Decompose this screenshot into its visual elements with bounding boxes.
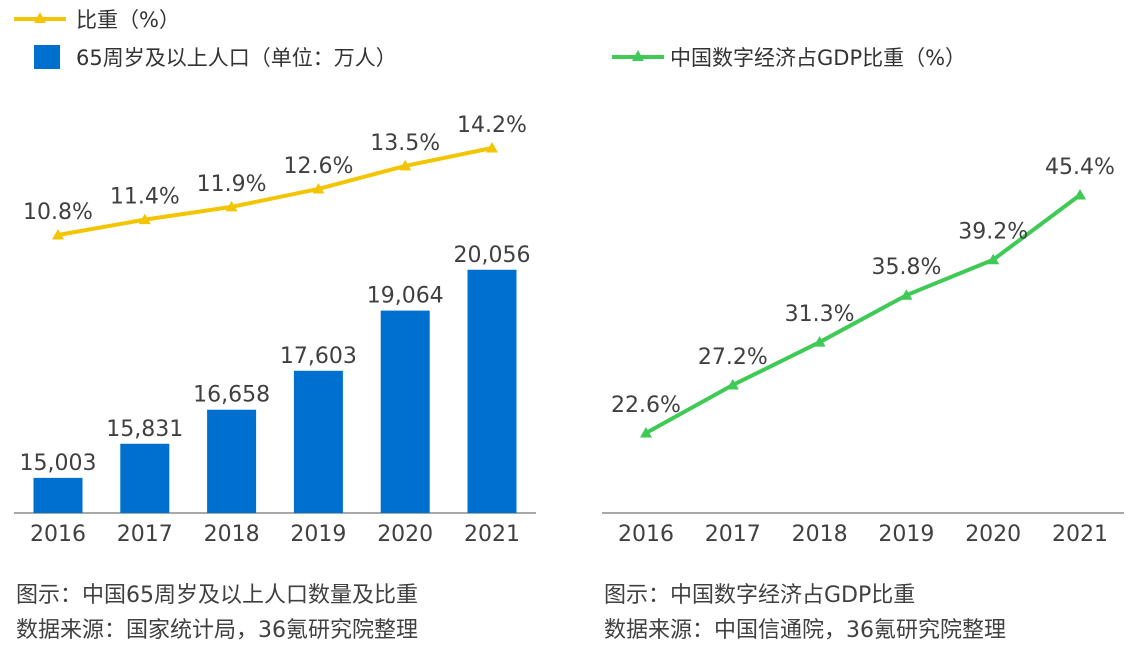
- share-point-label: 11.9%: [197, 172, 267, 197]
- share-point: [138, 213, 151, 225]
- digital-point-label: 22.6%: [611, 393, 681, 418]
- right-plot: 2016 2017 2018 2019 2020 2021 22.6% 27.2% 31.3% 3…: [611, 155, 1115, 547]
- population-bar-label: 20,056: [454, 243, 531, 268]
- right-x-tick-label: 2021: [1052, 522, 1108, 547]
- left-plot: 2016 15,003 2017 15,831 2018 16,658 2019 17,603…: [20, 113, 531, 547]
- share-point-label: 13.5%: [370, 131, 440, 156]
- legend-bar-population: 65周岁及以上人口（单位：万人）: [34, 45, 397, 70]
- digital-line: [645, 193, 1082, 435]
- left-x-tick-label: 2018: [204, 522, 260, 547]
- digital-point-label: 45.4%: [1045, 155, 1115, 180]
- digital-point: [726, 378, 739, 390]
- digital-point-label: 39.2%: [958, 220, 1028, 245]
- digital-point-label: 31.3%: [785, 302, 855, 327]
- population-bar: [467, 269, 517, 513]
- population-bar: [33, 477, 83, 513]
- digital-point-label: 27.2%: [698, 345, 768, 370]
- digital-point: [813, 336, 826, 347]
- share-point: [225, 200, 238, 212]
- population-bar-label: 15,003: [20, 451, 97, 476]
- right-caption-source: 数据来源：中国信通院，36氪研究院整理: [604, 618, 1006, 643]
- legend-bar-population-swatch: [34, 45, 60, 69]
- population-bar: [293, 370, 343, 513]
- digital-point-label: 35.8%: [871, 255, 941, 280]
- legend-line-share-marker: [34, 12, 46, 23]
- share-line: [57, 146, 493, 237]
- left-x-tick-label: 2017: [117, 522, 173, 547]
- share-point-label: 11.4%: [110, 185, 180, 210]
- share-point: [399, 159, 412, 171]
- share-point: [486, 142, 498, 153]
- left-x-tick-label: 2021: [464, 522, 520, 547]
- share-point: [52, 229, 64, 240]
- right-caption-title: 图示：中国数字经济占GDP比重: [604, 583, 916, 608]
- right-x-tick-label: 2020: [965, 522, 1021, 547]
- legend-line-digital: 中国数字经济占GDP比重（%）: [612, 46, 966, 70]
- share-point-label: 14.2%: [457, 113, 527, 138]
- left-caption-source: 数据来源：国家统计局，36氪研究院整理: [16, 618, 418, 643]
- right-x-tick-label: 2017: [705, 522, 761, 547]
- legend-line-digital-label: 中国数字经济占GDP比重（%）: [670, 46, 966, 70]
- right-x-tick-label: 2016: [618, 522, 674, 547]
- digital-point: [900, 289, 913, 300]
- digital-point: [1074, 189, 1086, 200]
- left-x-tick-label: 2020: [377, 522, 433, 547]
- population-bar: [380, 310, 430, 513]
- right-x-tick-label: 2018: [792, 522, 848, 547]
- population-bar: [120, 443, 170, 513]
- share-point-label: 12.6%: [283, 154, 353, 179]
- digital-point: [987, 253, 1000, 265]
- digital-point: [640, 427, 652, 438]
- population-bar-label: 19,064: [367, 284, 444, 309]
- legend-line-share-label: 比重（%）: [76, 8, 180, 32]
- share-point-label: 10.8%: [23, 200, 93, 225]
- left-x-tick-label: 2016: [30, 522, 86, 547]
- population-bar-label: 17,603: [280, 344, 357, 369]
- share-point: [312, 182, 325, 194]
- legend-bar-population-label: 65周岁及以上人口（单位：万人）: [76, 46, 397, 70]
- population-bar-label: 16,658: [193, 383, 270, 408]
- left-caption-title: 图示：中国65周岁及以上人口数量及比重: [16, 583, 418, 608]
- population-bar-label: 15,831: [106, 417, 183, 442]
- left-x-tick-label: 2019: [290, 522, 346, 547]
- population-bar: [207, 409, 257, 513]
- legend-line-digital-marker: [632, 50, 644, 61]
- legend-line-share: 比重（%）: [14, 8, 180, 32]
- right-x-tick-label: 2019: [878, 522, 934, 547]
